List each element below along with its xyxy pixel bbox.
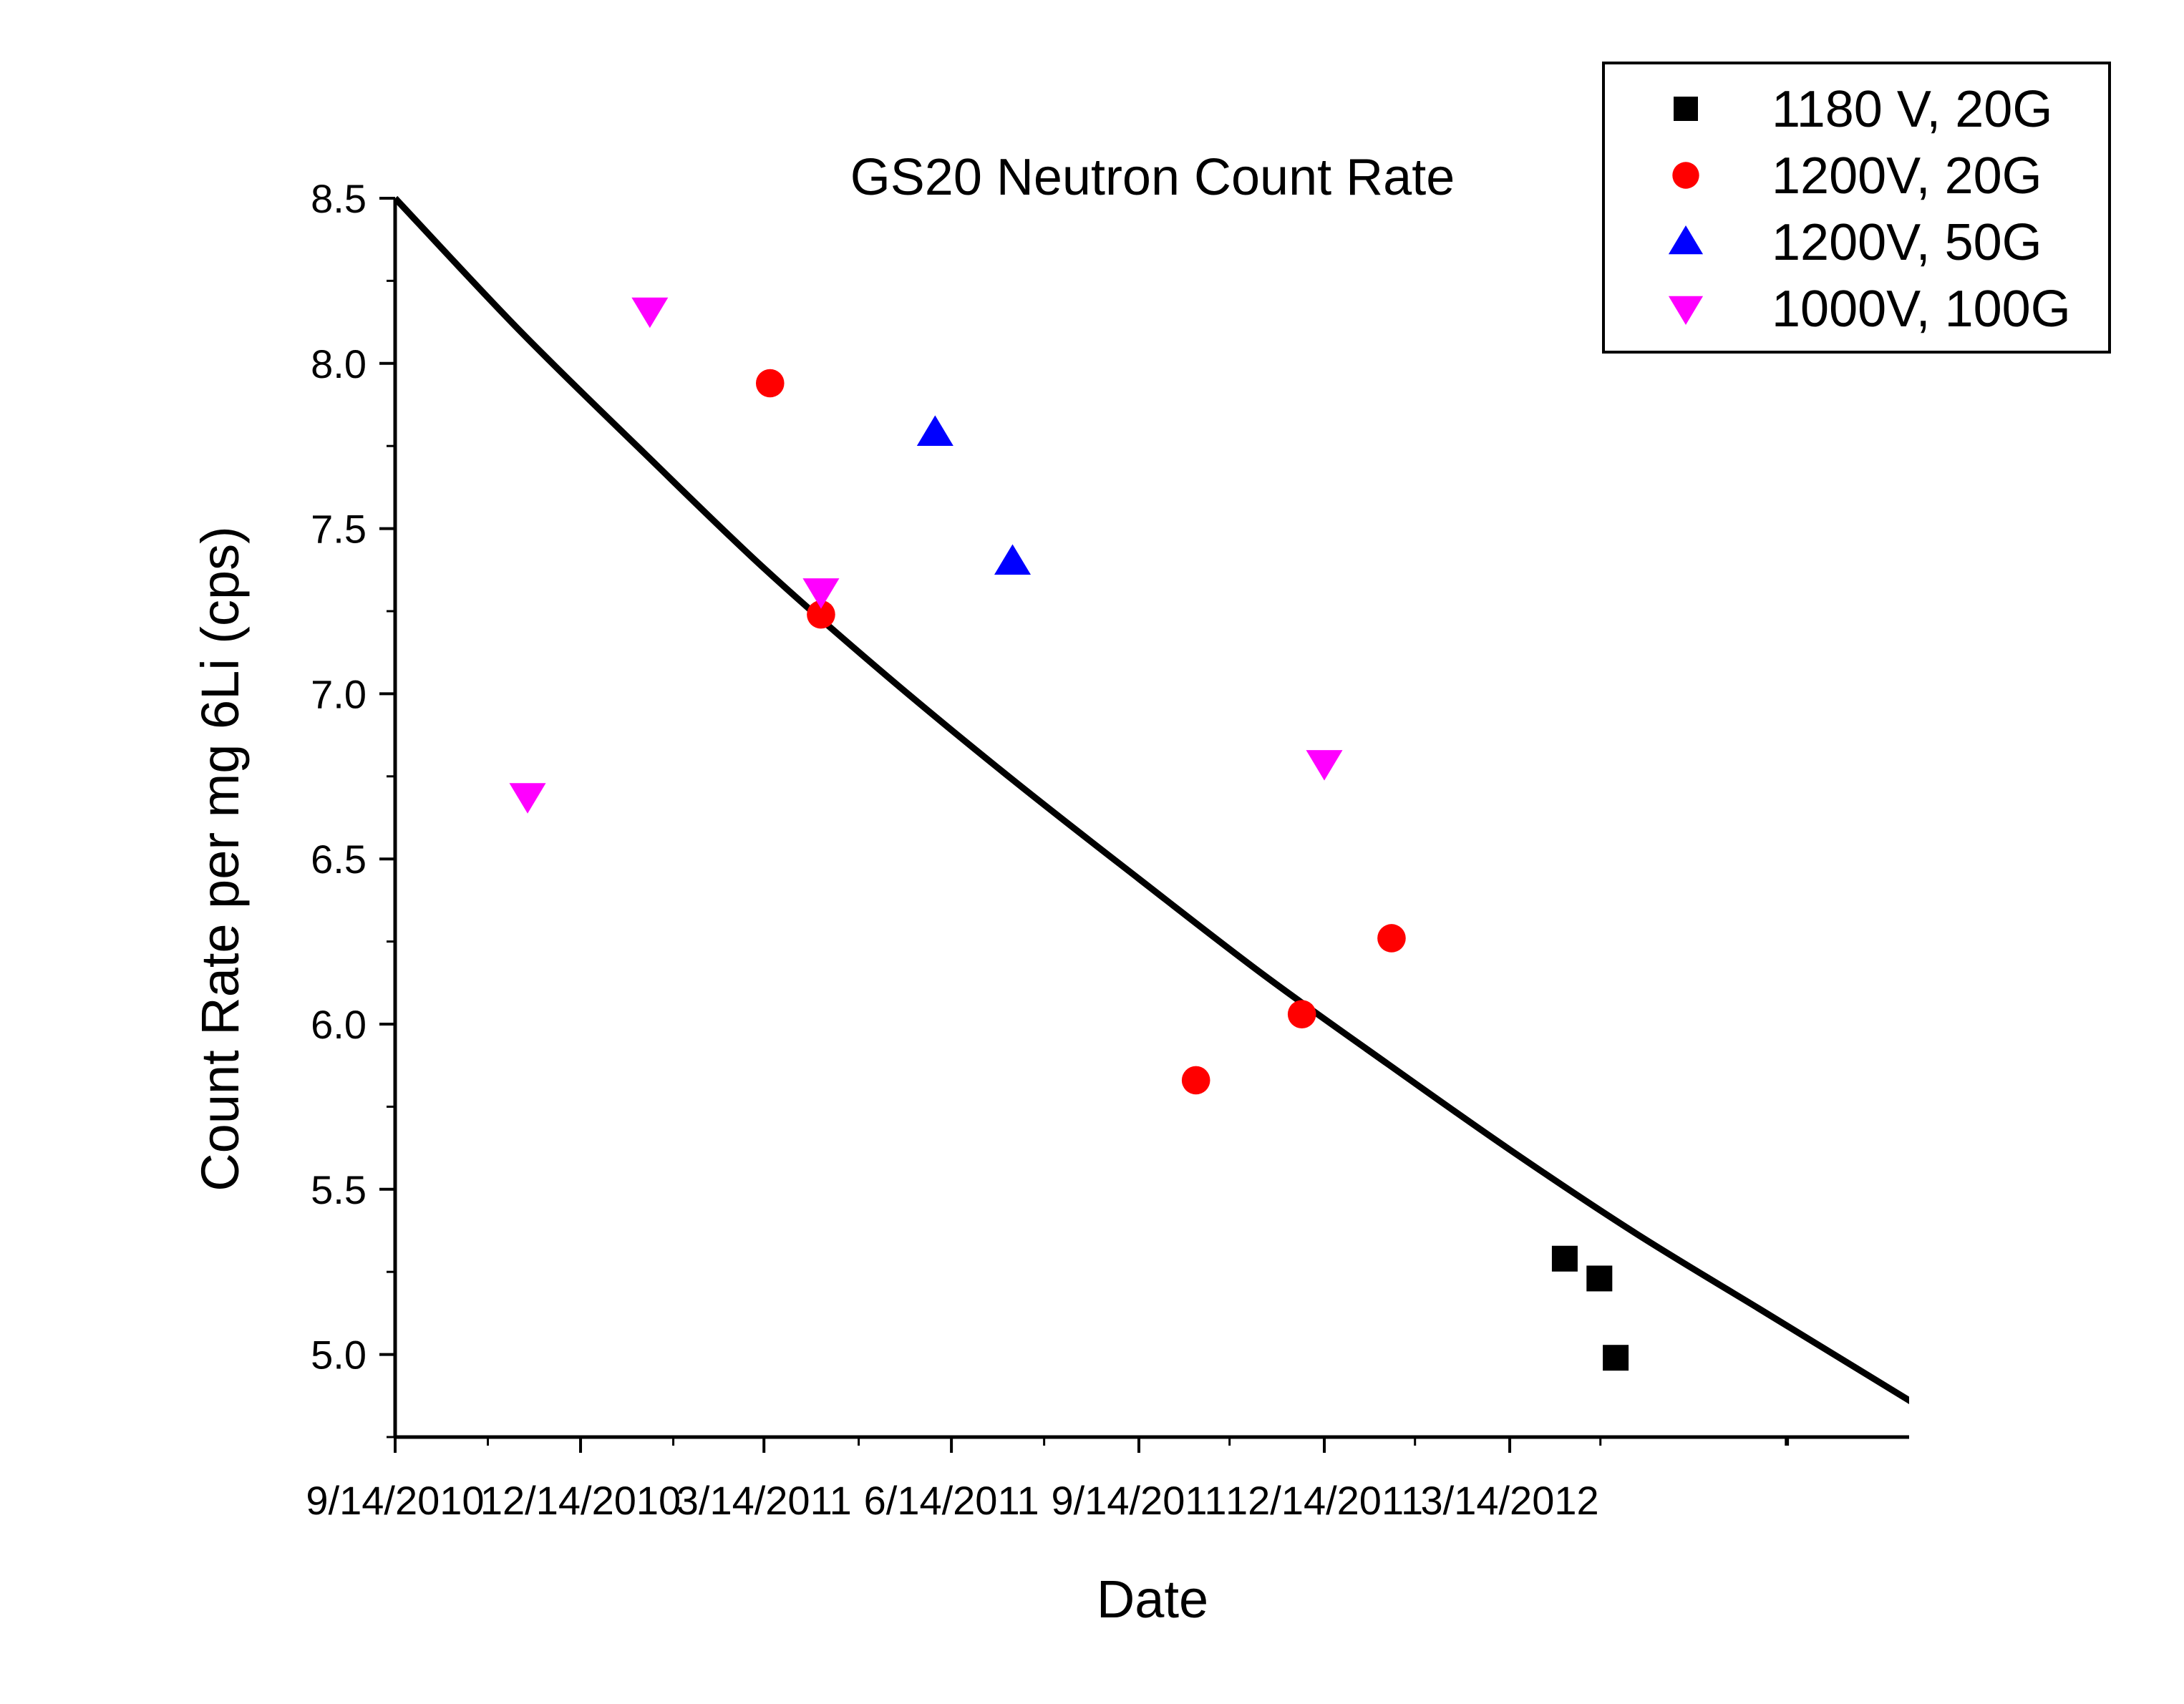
legend-label: 1180 V, 20G bbox=[1772, 81, 2052, 138]
data-point bbox=[631, 297, 669, 328]
x-tick-label: 12/14/2010 bbox=[480, 1478, 681, 1523]
data-point bbox=[509, 783, 546, 814]
legend-label: 1200V, 20G bbox=[1772, 147, 2042, 205]
series-square bbox=[1551, 1245, 1629, 1371]
legend-label: 1000V, 100G bbox=[1772, 281, 2071, 338]
series-circle bbox=[755, 369, 1406, 1095]
fit-curve bbox=[395, 195, 1909, 1405]
axes: 5.05.56.06.57.07.58.08.59/14/201012/14/2… bbox=[306, 176, 1909, 1523]
series-triangle-down bbox=[509, 297, 1343, 814]
x-tick-label: 3/14/2012 bbox=[1421, 1478, 1599, 1523]
legend-marker bbox=[1672, 162, 1699, 189]
y-axis-title: Count Rate per mg 6Li (cps) bbox=[190, 526, 250, 1192]
y-tick-label: 8.5 bbox=[311, 176, 367, 221]
x-tick-label: 12/14/2011 bbox=[1226, 1478, 1423, 1523]
data-point bbox=[994, 544, 1032, 575]
data-point bbox=[916, 415, 953, 446]
y-tick-label: 5.5 bbox=[311, 1167, 367, 1212]
chart-title: GS20 Neutron Count Rate bbox=[850, 149, 1455, 206]
y-tick-label: 5.0 bbox=[311, 1333, 367, 1378]
legend: 1180 V, 20G 1200V, 20G 1200V, 50G 1000V, 10… bbox=[1602, 62, 2111, 354]
y-tick-label: 8.0 bbox=[311, 341, 367, 386]
data-point bbox=[1586, 1265, 1613, 1292]
y-tick-label: 6.0 bbox=[311, 1002, 367, 1047]
data-point bbox=[1377, 924, 1406, 953]
legend-marker bbox=[1668, 225, 1704, 255]
data-point bbox=[755, 369, 785, 398]
data-point bbox=[1306, 750, 1343, 781]
legend-marker bbox=[1668, 296, 1704, 325]
x-tick-label: 3/14/2011 bbox=[676, 1478, 852, 1523]
series-triangle-up bbox=[916, 415, 1032, 575]
fit-curve-layer bbox=[395, 195, 1909, 1405]
legend-marker bbox=[1674, 97, 1698, 121]
x-tick-label: 9/14/2011 bbox=[1052, 1478, 1227, 1523]
data-point bbox=[1287, 1000, 1316, 1028]
data-points-layer bbox=[509, 297, 1629, 1371]
data-point bbox=[1603, 1345, 1629, 1371]
x-axis-title: Date bbox=[1097, 1569, 1208, 1629]
legend-label: 1200V, 50G bbox=[1772, 214, 2042, 271]
y-tick-label: 7.0 bbox=[311, 671, 367, 716]
data-point bbox=[802, 578, 840, 609]
x-tick-label: 6/14/2011 bbox=[864, 1478, 1039, 1523]
data-point bbox=[1551, 1245, 1578, 1272]
y-tick-label: 7.5 bbox=[311, 507, 367, 552]
data-point bbox=[1181, 1066, 1210, 1095]
x-tick-label: 9/14/2010 bbox=[306, 1478, 484, 1523]
data-point bbox=[807, 600, 835, 629]
y-tick-label: 6.5 bbox=[311, 837, 367, 882]
